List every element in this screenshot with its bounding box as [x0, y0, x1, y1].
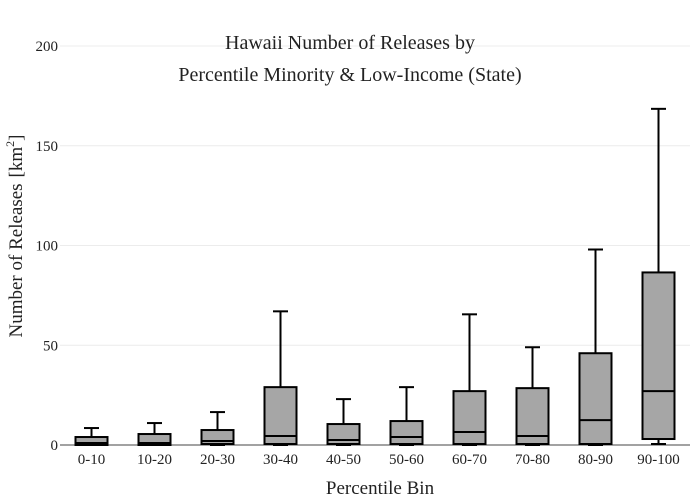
x-tick-label: 40-50: [326, 452, 361, 468]
y-tick-label: 100: [36, 239, 59, 255]
x-tick-label: 20-30: [200, 452, 235, 468]
y-tick-label: 50: [43, 338, 58, 354]
box-iqr: [641, 271, 676, 441]
x-tick-label: 90-100: [637, 452, 680, 468]
y-axis-label: Number of Releases [km2]: [3, 135, 27, 338]
box-iqr: [515, 387, 550, 446]
box-10-20: [137, 422, 172, 446]
y-axis-label-unit-close: ]: [6, 135, 27, 141]
x-tick-label: 80-90: [578, 452, 613, 468]
box-40-50: [326, 398, 361, 446]
y-axis-label-unit-superscript: 2: [3, 141, 17, 147]
box-70-80: [515, 346, 550, 446]
x-tick-label: 50-60: [389, 452, 424, 468]
y-tick-label: 200: [36, 39, 59, 55]
box-20-30: [200, 411, 235, 446]
box-iqr: [452, 390, 487, 446]
x-tick-label: 30-40: [263, 452, 298, 468]
y-tick-label: 150: [36, 139, 59, 155]
chart-title-line-1: Hawaii Number of Releases by: [225, 32, 475, 54]
x-axis-label: Percentile Bin: [326, 478, 435, 499]
box-50-60: [389, 386, 424, 446]
box-iqr: [74, 436, 109, 446]
chart-title-line-2: Percentile Minority & Low-Income (State): [178, 64, 521, 86]
box-iqr: [137, 433, 172, 446]
x-tick-label: 10-20: [137, 452, 172, 468]
box-30-40: [263, 310, 298, 446]
x-tick-label: 60-70: [452, 452, 487, 468]
y-axis-ticks: 0 50 100 150 200: [36, 39, 59, 454]
box-60-70: [452, 313, 487, 446]
x-tick-label: 0-10: [78, 452, 106, 468]
box-90-100: [641, 107, 676, 446]
y-axis-label-unit: [km: [6, 147, 27, 178]
x-axis-ticks: 0-10 10-20 20-30 30-40 40-50 50-60 60-70 70-80 8…: [78, 452, 680, 468]
box-iqr: [263, 386, 298, 446]
box-0-10: [74, 427, 109, 446]
x-tick-label: 70-80: [515, 452, 550, 468]
box-iqr: [389, 420, 424, 446]
y-tick-label: 0: [51, 438, 59, 454]
box-80-90: [578, 248, 613, 446]
y-axis-label-main: Number of Releases: [6, 183, 27, 337]
box-iqr: [578, 352, 613, 446]
box-series: [74, 107, 676, 446]
